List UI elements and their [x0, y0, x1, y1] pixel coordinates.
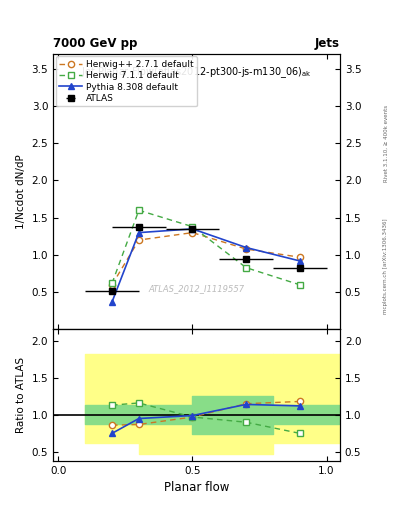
Text: ATLAS_2012_I1119557: ATLAS_2012_I1119557: [149, 284, 244, 293]
Pythia 8.308 default: [136, 229, 141, 236]
Herwig++ 2.7.1 default: [110, 282, 114, 288]
Herwig 7.1.1 default: [190, 224, 195, 230]
Herwig++ 2.7.1 default: [298, 254, 302, 260]
Text: Jets: Jets: [315, 37, 340, 50]
Pythia 8.308 default: [298, 258, 302, 264]
Pythia 8.308 default: [244, 244, 248, 250]
Y-axis label: 1/Ncdot dN/dP: 1/Ncdot dN/dP: [16, 154, 26, 229]
Herwig 7.1.1 default: [110, 280, 114, 286]
Text: Jet Planar Flow(atlas2012-pt300-js-m130_06)$_{\mathregular{ak}}$: Jet Planar Flow(atlas2012-pt300-js-m130_…: [81, 65, 312, 79]
Text: Rivet 3.1.10, ≥ 400k events: Rivet 3.1.10, ≥ 400k events: [383, 105, 388, 182]
Herwig 7.1.1 default: [136, 207, 141, 214]
Pythia 8.308 default: [190, 226, 195, 232]
Herwig 7.1.1 default: [298, 282, 302, 288]
Text: mcplots.cern.ch [arXiv:1306.3436]: mcplots.cern.ch [arXiv:1306.3436]: [383, 219, 388, 314]
Line: Pythia 8.308 default: Pythia 8.308 default: [109, 226, 303, 305]
Legend: Herwig++ 2.7.1 default, Herwig 7.1.1 default, Pythia 8.308 default, ATLAS: Herwig++ 2.7.1 default, Herwig 7.1.1 def…: [56, 56, 197, 106]
Line: Herwig++ 2.7.1 default: Herwig++ 2.7.1 default: [109, 229, 303, 288]
Herwig++ 2.7.1 default: [244, 246, 248, 252]
Herwig 7.1.1 default: [244, 265, 248, 271]
Line: Herwig 7.1.1 default: Herwig 7.1.1 default: [109, 207, 303, 288]
Pythia 8.308 default: [110, 299, 114, 305]
Herwig++ 2.7.1 default: [136, 237, 141, 243]
Text: 7000 GeV pp: 7000 GeV pp: [53, 37, 138, 50]
Herwig++ 2.7.1 default: [190, 229, 195, 236]
X-axis label: Planar flow: Planar flow: [164, 481, 229, 494]
Y-axis label: Ratio to ATLAS: Ratio to ATLAS: [16, 357, 26, 433]
